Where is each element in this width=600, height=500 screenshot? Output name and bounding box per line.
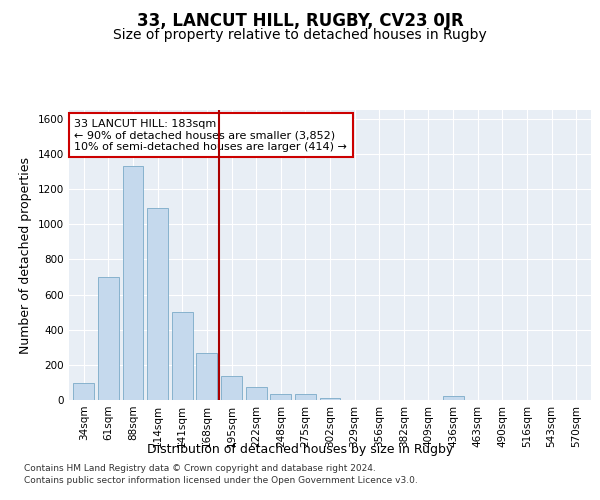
Text: Contains HM Land Registry data © Crown copyright and database right 2024.: Contains HM Land Registry data © Crown c… — [24, 464, 376, 473]
Bar — [196, 352, 217, 400]
Bar — [295, 394, 316, 400]
Bar — [221, 376, 242, 400]
Bar — [245, 387, 266, 400]
Text: Size of property relative to detached houses in Rugby: Size of property relative to detached ho… — [113, 28, 487, 42]
Text: Distribution of detached houses by size in Rugby: Distribution of detached houses by size … — [147, 442, 453, 456]
Text: Contains public sector information licensed under the Open Government Licence v3: Contains public sector information licen… — [24, 476, 418, 485]
Bar — [320, 398, 340, 400]
Bar — [98, 277, 119, 400]
Bar — [122, 166, 143, 400]
Bar — [147, 208, 168, 400]
Bar — [443, 396, 464, 400]
Bar — [172, 312, 193, 400]
Text: 33 LANCUT HILL: 183sqm
← 90% of detached houses are smaller (3,852)
10% of semi-: 33 LANCUT HILL: 183sqm ← 90% of detached… — [74, 118, 347, 152]
Bar — [73, 384, 94, 400]
Bar — [270, 394, 291, 400]
Text: 33, LANCUT HILL, RUGBY, CV23 0JR: 33, LANCUT HILL, RUGBY, CV23 0JR — [137, 12, 463, 30]
Y-axis label: Number of detached properties: Number of detached properties — [19, 156, 32, 354]
